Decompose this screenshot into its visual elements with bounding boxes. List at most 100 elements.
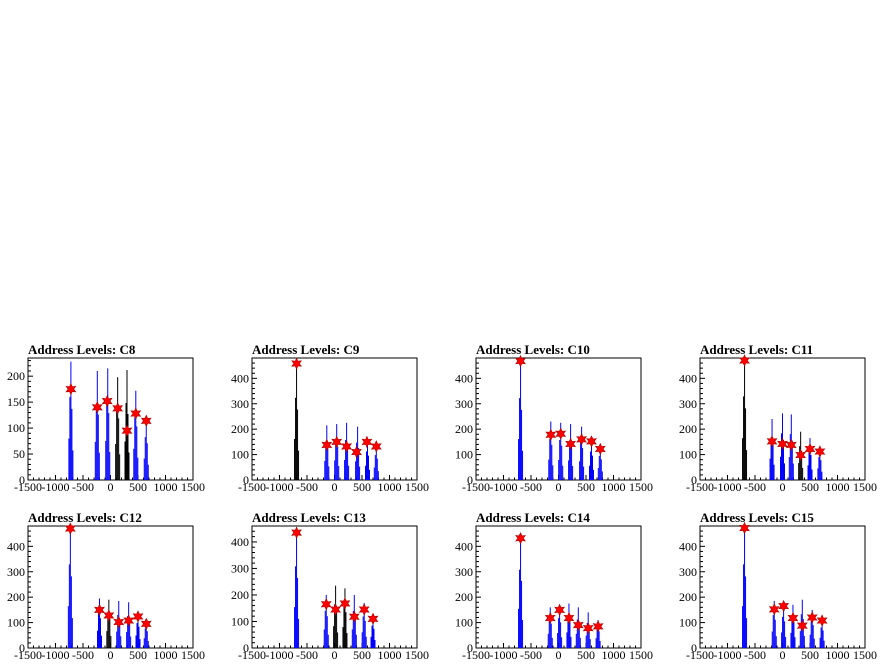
chart-panel: Address Levels: C13 0 100 200 300 400 -1500 -10…: [231, 510, 429, 662]
peak-marker: [64, 522, 76, 535]
x-tick-label: 1500: [853, 480, 877, 494]
peak-marker: [291, 357, 302, 370]
peak-marker: [123, 614, 135, 627]
y-tick-label: 200: [455, 590, 473, 604]
x-tick-label: -500: [72, 480, 94, 494]
peak-marker: [113, 615, 125, 629]
peak-marker: [572, 618, 584, 632]
x-tick-label: -1500: [686, 480, 714, 494]
x-tick-label: -500: [520, 648, 542, 662]
y-tick-label: 200: [231, 588, 249, 602]
x-tick-label: -500: [744, 480, 766, 494]
peak-marker: [358, 603, 370, 616]
peak-marker: [103, 609, 115, 622]
x-tick-label: 500: [353, 648, 371, 662]
chart-title: Address Levels: C12: [28, 510, 142, 525]
x-tick-label: 0: [556, 648, 562, 662]
y-tick-label: 200: [7, 590, 25, 604]
peak-marker: [806, 611, 818, 624]
x-tick-label: 1000: [154, 480, 178, 494]
peak-marker: [796, 619, 808, 632]
x-tick-label: 1500: [181, 480, 205, 494]
x-tick-label: -1000: [266, 480, 294, 494]
peak-marker: [582, 621, 594, 635]
y-tick-label: 200: [679, 422, 697, 436]
x-tick-label: -500: [296, 480, 318, 494]
peak-marker: [739, 354, 750, 367]
chart-panel: Address Levels: C10 0 100 200 300 400 -1500 -10…: [455, 342, 653, 494]
y-tick-label: 200: [7, 369, 25, 383]
y-tick-label: 100: [7, 421, 25, 435]
chart-panel: Address Levels: C15 0 100 200 300 400 -1500 -10…: [679, 510, 877, 662]
x-tick-label: 1000: [378, 648, 402, 662]
y-tick-label: 100: [231, 614, 249, 628]
peak-marker: [795, 448, 807, 462]
x-tick-label: 500: [577, 648, 595, 662]
chart-title: Address Levels: C10: [476, 342, 590, 357]
y-tick-label: 400: [679, 371, 697, 385]
chart-panel: Address Levels: C14 0 100 200 300 400 -1500 -10…: [455, 510, 653, 662]
peak-marker: [330, 603, 342, 616]
x-tick-label: 500: [353, 480, 371, 494]
x-tick-label: -1500: [686, 648, 714, 662]
y-tick-label: 0: [691, 473, 697, 487]
y-tick-label: 300: [679, 565, 697, 579]
x-tick-label: -1000: [490, 480, 518, 494]
x-tick-label: 1500: [853, 648, 877, 662]
peak-marker: [592, 620, 604, 633]
x-tick-label: 0: [108, 480, 114, 494]
peak-marker: [565, 437, 577, 451]
x-tick-label: 0: [332, 648, 338, 662]
y-tick-label: 300: [455, 397, 473, 411]
chart-panel: Address Levels: C8 0 50 100 150 200 -1500 -1000…: [7, 342, 205, 494]
x-tick-label: 1000: [602, 648, 626, 662]
peak-marker: [65, 382, 77, 396]
x-tick-label: 1000: [826, 648, 850, 662]
peak-marker: [576, 433, 588, 446]
x-tick-label: -1000: [42, 480, 70, 494]
y-tick-label: 300: [455, 565, 473, 579]
y-tick-label: 300: [231, 561, 249, 575]
x-tick-label: 1500: [181, 648, 205, 662]
y-tick-label: 400: [679, 539, 697, 553]
x-tick-label: -500: [520, 480, 542, 494]
x-tick-label: 0: [332, 480, 338, 494]
chart-title: Address Levels: C11: [700, 342, 813, 357]
x-tick-label: 1000: [602, 480, 626, 494]
y-tick-label: 400: [455, 539, 473, 553]
peak-marker: [361, 435, 373, 449]
peak-marker: [594, 442, 606, 456]
x-tick-label: 500: [129, 648, 147, 662]
x-tick-label: -500: [72, 648, 94, 662]
x-tick-label: -1500: [462, 648, 490, 662]
chart-panel: Address Levels: C9 0 100 200 300 400 -1500 -100…: [231, 342, 429, 494]
peak-marker: [563, 611, 575, 625]
y-tick-label: 400: [7, 539, 25, 553]
x-tick-label: -1500: [238, 480, 266, 494]
y-tick-label: 100: [231, 448, 249, 462]
y-tick-label: 400: [231, 371, 249, 385]
peak-marker: [348, 610, 360, 623]
y-tick-label: 200: [679, 590, 697, 604]
plot-frame: [27, 357, 194, 481]
x-tick-label: 1500: [405, 480, 429, 494]
peak-marker: [140, 617, 152, 631]
y-tick-label: 0: [467, 641, 473, 655]
x-tick-label: -1000: [714, 480, 742, 494]
chart-panel: Address Levels: C12 0 100 200 300 400 -1500 -10…: [7, 510, 205, 662]
x-tick-label: 1000: [154, 648, 178, 662]
chart-panel: Address Levels: C11 0 100 200 300 400 -1500 -10…: [679, 342, 877, 494]
peak-marker: [321, 438, 333, 452]
peak-marker: [91, 401, 103, 414]
peak-marker: [785, 438, 797, 452]
x-tick-label: -1000: [42, 648, 70, 662]
x-tick-label: -1500: [462, 480, 490, 494]
peak-marker: [777, 437, 788, 451]
peak-marker: [768, 603, 780, 616]
peak-marker: [554, 603, 566, 617]
chart-title: Address Levels: C8: [28, 342, 136, 357]
peak-marker: [339, 597, 351, 610]
peak-marker: [787, 611, 799, 625]
peak-marker: [94, 603, 105, 617]
